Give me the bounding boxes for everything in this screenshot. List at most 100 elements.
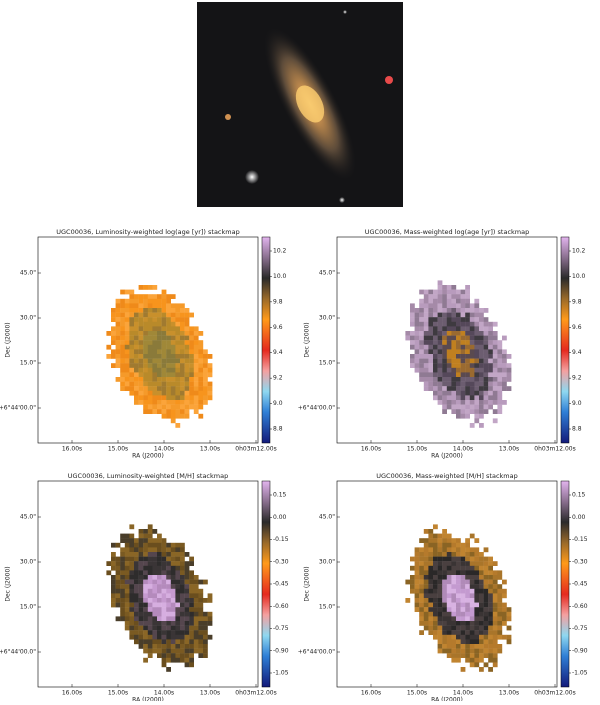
map-cell xyxy=(198,404,204,410)
map-cell xyxy=(479,423,484,428)
map-cell xyxy=(428,317,434,322)
map-cell xyxy=(198,579,204,585)
map-cell xyxy=(469,602,475,608)
map-cell xyxy=(423,593,429,599)
map-cell xyxy=(138,639,144,645)
map-cell xyxy=(115,584,121,589)
map-cell xyxy=(451,552,457,557)
map-cell xyxy=(479,598,484,603)
map-cell xyxy=(143,363,148,368)
colorbar-tick-label: 9.0 xyxy=(572,400,582,407)
map-cell xyxy=(138,621,144,626)
map-cell xyxy=(419,377,424,382)
map-cell xyxy=(207,372,213,378)
colorbar-tick-label: 9.2 xyxy=(572,375,582,382)
map-cell xyxy=(124,607,130,612)
map-cell xyxy=(129,533,135,539)
colorbar-tick-label: -0.60 xyxy=(572,603,588,610)
map-cell xyxy=(488,372,493,378)
map-cell xyxy=(465,538,470,543)
map-cell xyxy=(446,538,452,543)
map-cell xyxy=(483,377,489,382)
map-cell xyxy=(180,363,185,368)
map-cell xyxy=(143,390,148,396)
map-cell xyxy=(433,331,438,336)
map-cell xyxy=(152,611,158,617)
map-cell xyxy=(203,386,208,391)
map-cell xyxy=(152,285,158,290)
map-cell xyxy=(138,363,144,368)
map-cell xyxy=(189,648,194,654)
map-cell xyxy=(143,377,148,382)
map-cell xyxy=(446,381,452,387)
map-cell xyxy=(483,634,489,640)
map-cell xyxy=(166,639,171,645)
map-cell xyxy=(474,349,480,355)
map-cell xyxy=(460,616,466,622)
map-cell xyxy=(157,340,162,345)
map-cell xyxy=(138,602,144,608)
map-cell xyxy=(433,344,438,350)
map-cell xyxy=(120,289,125,295)
map-cell xyxy=(147,409,153,414)
map-cell xyxy=(143,344,148,350)
map-cell xyxy=(115,561,121,566)
map-cell xyxy=(134,358,139,364)
panel-title: UGC00036, Luminosity-weighted log(age [y… xyxy=(56,228,239,236)
map-cell xyxy=(203,354,208,359)
map-cell xyxy=(488,395,493,401)
map-cell xyxy=(479,634,484,640)
map-cell xyxy=(488,602,493,608)
map-cell xyxy=(423,625,429,631)
map-cell xyxy=(456,630,461,635)
map-cell xyxy=(465,653,470,658)
map-cell xyxy=(492,579,498,585)
map-cell xyxy=(115,308,121,313)
y-tick-label: 15.0" xyxy=(319,604,335,611)
map-cell xyxy=(124,326,130,332)
map-cell xyxy=(124,289,130,295)
map-cell xyxy=(193,326,199,332)
map-cell xyxy=(428,298,434,304)
y-tick-label: 15.0" xyxy=(319,360,335,367)
map-cell xyxy=(143,335,148,341)
map-cell xyxy=(138,607,144,612)
map-cell xyxy=(423,547,429,553)
map-cell xyxy=(433,317,438,322)
map-cell xyxy=(488,381,493,387)
map-cell xyxy=(497,584,503,589)
map-cell xyxy=(124,372,130,378)
map-cell xyxy=(166,565,171,571)
map-cell xyxy=(147,331,153,336)
map-cell xyxy=(446,308,452,313)
map-cell xyxy=(157,579,162,585)
map-cell xyxy=(124,575,130,580)
map-cell xyxy=(465,404,470,410)
map-cell xyxy=(437,381,443,387)
map-cell xyxy=(175,354,181,359)
map-cell xyxy=(143,584,148,589)
map-cell xyxy=(479,657,484,663)
map-cell xyxy=(465,381,470,387)
map-cell xyxy=(170,400,176,405)
map-cell xyxy=(488,349,493,355)
map-cell xyxy=(129,372,135,378)
map-cell xyxy=(497,340,503,345)
map-cell xyxy=(124,381,130,387)
map-cell xyxy=(106,570,112,576)
map-cell xyxy=(175,556,181,562)
map-cell xyxy=(492,367,498,373)
map-cell xyxy=(138,584,144,589)
map-cell xyxy=(428,556,434,562)
map-cell xyxy=(120,340,125,345)
map-cell xyxy=(180,326,185,332)
map-cell xyxy=(442,386,447,391)
map-cell xyxy=(129,538,135,543)
map-cell xyxy=(203,653,208,658)
map-cell xyxy=(479,390,484,396)
map-cell xyxy=(184,598,190,603)
map-cell xyxy=(147,298,153,304)
map-cell xyxy=(134,584,139,589)
map-cell xyxy=(483,579,489,585)
map-cell xyxy=(147,644,153,649)
